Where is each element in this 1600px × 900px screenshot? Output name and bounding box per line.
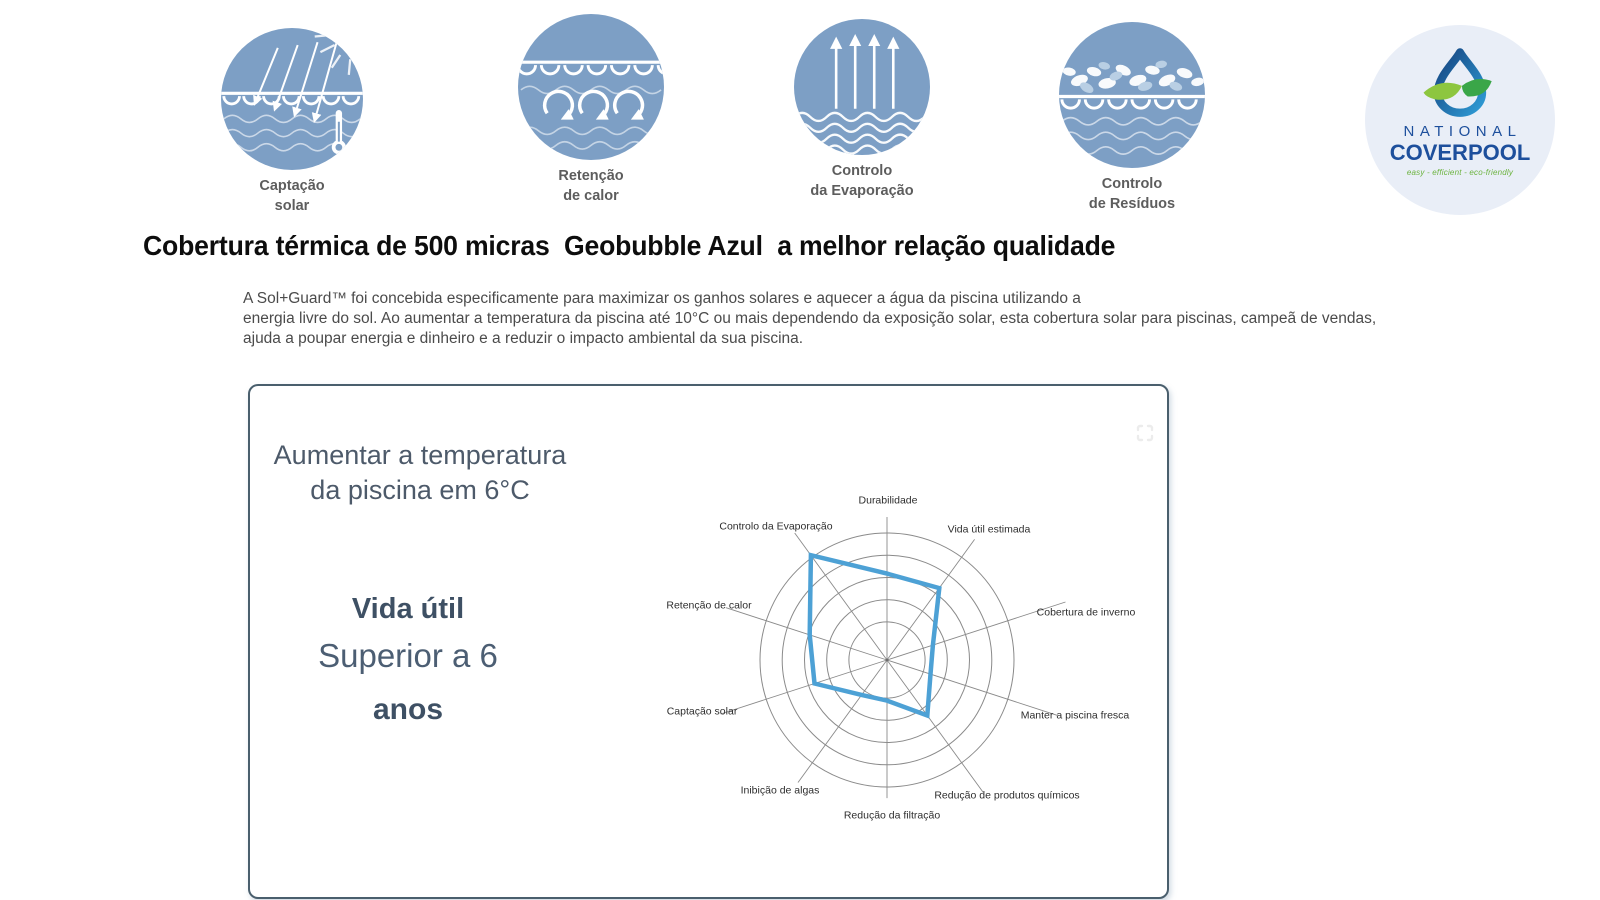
radar-chart: Durabilidade Vida útil estimada Cobertura … <box>666 495 1136 822</box>
water-drop-leaves-icon <box>1423 48 1492 117</box>
radar-axis-label: Retenção de calor <box>666 600 752 612</box>
expand-icon[interactable] <box>1135 423 1155 443</box>
radar-axis-label: Controlo da Evaporação <box>719 521 832 533</box>
radar-ring <box>759 532 1015 788</box>
radar-spoke <box>886 659 984 793</box>
lifespan-value: Superior a 6 <box>318 636 498 674</box>
radar-axis-label: Vida útil estimada <box>948 524 1031 536</box>
sun-icon <box>337 28 363 51</box>
feature-evaporation-control: Controlo da Evaporação <box>782 19 942 202</box>
leaf-dark <box>1461 79 1492 97</box>
lifespan-unit: anos <box>372 693 444 727</box>
leaves-light <box>1080 60 1183 93</box>
radar-ring <box>826 599 948 721</box>
leaf-light <box>1423 82 1462 100</box>
radar-axis-label: Manter a piscina fresca <box>1021 710 1130 722</box>
heat-retention-icon <box>518 14 664 160</box>
feature-label: Controlo da Evaporação <box>810 163 914 200</box>
page-title: Cobertura térmica de 500 micras Geobubbl… <box>143 230 1116 261</box>
radar-axis-label: Captação solar <box>667 706 738 718</box>
feature-label: Captação solar <box>259 178 325 215</box>
logo-text-national: NATIONAL <box>1403 123 1522 140</box>
radar-axis-label: Cobertura de inverno <box>1037 607 1136 619</box>
logo-tagline: easy - efficient - eco-friendly <box>1406 168 1514 177</box>
radar-axis-label: Inibição de algas <box>741 785 820 797</box>
radar-ring <box>781 554 993 766</box>
feature-label: Retenção de calor <box>558 168 624 205</box>
feature-solar-capture: Captação solar <box>212 28 372 217</box>
radar-spoke <box>886 659 1058 716</box>
feature-debris-control: Controlo de Resíduos <box>1052 22 1212 215</box>
radar-spoke <box>797 659 888 783</box>
radar-series <box>807 552 942 719</box>
debris-control-icon <box>1059 22 1205 168</box>
feature-heat-retention: Retenção de calor <box>511 14 671 207</box>
national-coverpool-logo: NATIONAL COVERPOOL easy - efficient - ec… <box>1365 25 1555 215</box>
radar-spoke <box>725 607 888 661</box>
product-description: A Sol+Guard™ foi concebida especificamen… <box>243 290 1377 347</box>
radar-axis-label: Redução da filtração <box>844 810 940 822</box>
solar-capture-icon <box>221 28 363 170</box>
logo-text-coverpool: COVERPOOL <box>1389 140 1531 165</box>
radar-axis-label: Redução de produtos químicos <box>934 790 1079 802</box>
radar-spoke <box>886 601 1066 661</box>
radar-axis-label: Durabilidade <box>859 495 918 507</box>
temperature-benefit: Aumentar a temperatura da piscina em 6°C <box>273 440 567 505</box>
lifespan-label: Vida útil <box>351 593 465 625</box>
radar-spoke <box>720 659 888 715</box>
evaporation-control-icon <box>794 19 930 155</box>
radar-spoke <box>886 539 975 661</box>
lifespan-benefit: Vida útil Superior a 6 anos <box>258 593 558 727</box>
feature-label: Controlo de Resíduos <box>1088 176 1176 213</box>
radar-ring <box>804 577 970 743</box>
radar-center-dot <box>885 658 889 662</box>
benefits-card: Durabilidade Vida útil estimada Cobertura … <box>248 384 1169 899</box>
radar-ring <box>848 621 926 699</box>
